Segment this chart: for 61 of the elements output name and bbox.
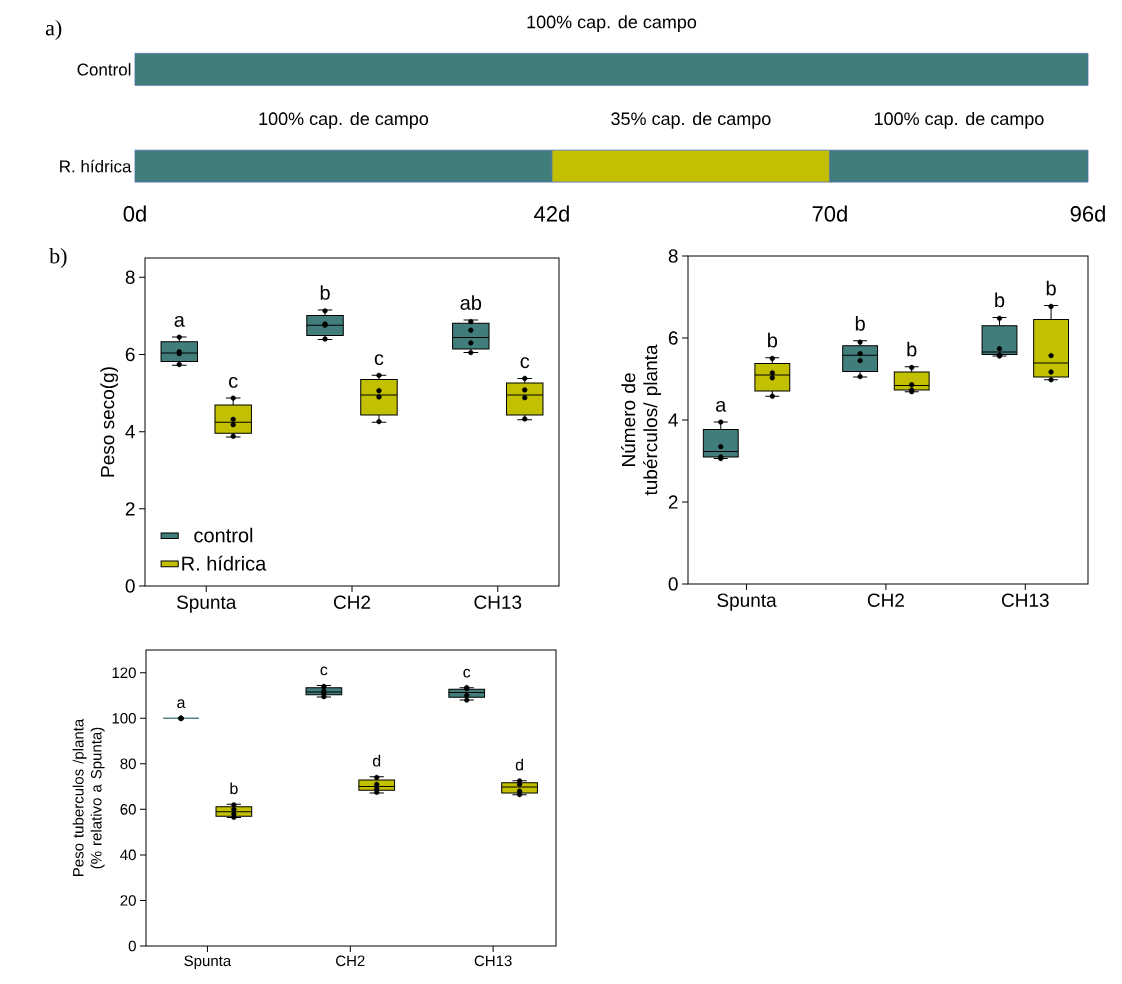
y-tick-label: 6	[125, 347, 135, 362]
annotation: 35% cap. de campo	[611, 111, 771, 129]
annotation: a	[177, 699, 186, 709]
annotation: 100% cap. de campo	[874, 111, 1044, 129]
annotation: c	[229, 376, 238, 388]
legend-label: R. hídrica	[182, 555, 267, 571]
annotation: b	[907, 341, 917, 357]
annotation: b	[768, 332, 778, 348]
annotation: b	[230, 782, 238, 795]
annotation: b	[855, 315, 865, 331]
y-tick-label: Control	[77, 63, 131, 76]
annotation: a	[174, 315, 185, 327]
y-tick-label: 4	[668, 413, 678, 427]
x-tick-label: 70d	[812, 205, 847, 222]
x-tick-label: CH13	[474, 595, 522, 609]
y-tick-label: 100	[112, 712, 136, 724]
annotation: b	[320, 285, 330, 300]
y-axis-title: Número de tubérculos/ planta	[621, 344, 662, 496]
y-tick-label: 0	[668, 577, 678, 591]
x-tick-label: CH13	[474, 955, 512, 967]
annotation: 100% cap. de campo	[259, 111, 429, 129]
annotation: c	[520, 357, 530, 369]
y-tick-label: 40	[120, 849, 136, 861]
annotation: ab	[460, 295, 482, 310]
chart-title: b)	[49, 248, 67, 268]
x-tick-label: 42d	[534, 205, 569, 222]
y-axis-title: Peso seco(g)	[100, 367, 119, 477]
chart-title: a)	[45, 19, 62, 40]
y-tick-label: 8	[668, 249, 678, 263]
y-tick-label: 4	[125, 425, 135, 439]
y-tick-label: 120	[112, 667, 136, 679]
y-tick-label: 8	[125, 270, 135, 285]
y-tick-label: 60	[120, 804, 136, 815]
y-tick-label: 80	[120, 758, 136, 770]
annotation: d	[372, 754, 381, 767]
x-tick-label: Spunta	[176, 595, 237, 613]
x-tick-label: 0d	[123, 205, 146, 222]
annotation: d	[515, 758, 523, 771]
x-tick-label: CH2	[867, 593, 904, 607]
x-tick-label: CH13	[1001, 593, 1049, 607]
y-tick-label: 0	[128, 940, 136, 952]
y-tick-label: 6	[668, 331, 678, 345]
y-axis-title: Peso tuberculos /planta (% relativo a Spunta)	[72, 718, 105, 876]
x-tick-label: CH2	[333, 595, 371, 609]
y-tick-label: 2	[668, 495, 678, 509]
y-tick-label: 20	[120, 895, 136, 906]
annotation: a	[716, 400, 727, 412]
x-tick-label: CH2	[336, 955, 365, 967]
legend-label: control	[194, 527, 253, 543]
y-tick-label: 0	[125, 579, 135, 593]
annotation: c	[374, 354, 384, 366]
annotation: 100% cap. de campo	[527, 15, 697, 32]
y-tick-label: R. hídrica	[60, 159, 132, 173]
annotation: b	[995, 292, 1005, 308]
x-tick-label: Spunta	[184, 955, 232, 970]
y-tick-label: 2	[125, 502, 135, 516]
annotation: c	[320, 666, 328, 676]
x-tick-label: 96d	[1070, 205, 1105, 222]
x-tick-label: Spunta	[717, 593, 777, 611]
annotation: c	[463, 668, 471, 678]
annotation: b	[1046, 280, 1056, 296]
